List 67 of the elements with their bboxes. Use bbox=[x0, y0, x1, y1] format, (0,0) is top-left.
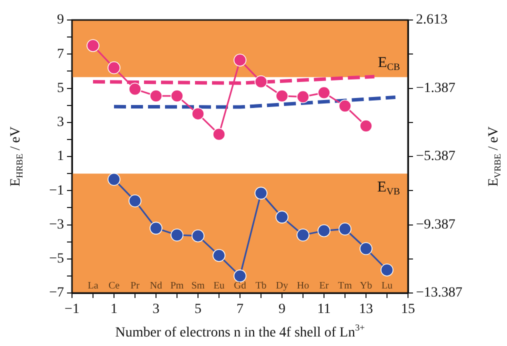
annotation: Pr bbox=[130, 280, 140, 292]
annotation: Sm bbox=[191, 280, 205, 292]
point bbox=[338, 222, 352, 236]
point bbox=[150, 222, 162, 235]
y-tick-label: −7 bbox=[49, 286, 64, 301]
y-tick-label: 1 bbox=[57, 149, 64, 164]
point bbox=[86, 39, 100, 52]
annotation: Eu bbox=[213, 280, 225, 292]
x-tick-label: 5 bbox=[194, 302, 202, 318]
annotation: Nd bbox=[150, 280, 162, 292]
y2-tick-label: −1.387 bbox=[416, 80, 456, 96]
y-tick-label: −5 bbox=[49, 252, 64, 267]
point bbox=[318, 224, 330, 238]
point bbox=[192, 229, 204, 242]
point bbox=[128, 82, 142, 96]
point bbox=[170, 90, 184, 102]
y-tick-label: 7 bbox=[57, 46, 64, 62]
point bbox=[234, 270, 246, 282]
point bbox=[296, 90, 310, 104]
point bbox=[254, 186, 268, 200]
annotation: Yb bbox=[360, 280, 372, 292]
y2-tick-label: −13.387 bbox=[416, 286, 462, 301]
x-tick-label: 1 bbox=[110, 302, 118, 318]
x-tick-label: 11 bbox=[317, 302, 331, 318]
point bbox=[338, 100, 352, 112]
annotation: La bbox=[88, 280, 99, 292]
y2-tick-label: −9.387 bbox=[416, 217, 456, 232]
point bbox=[296, 228, 310, 242]
y-tick-label: 5 bbox=[57, 80, 64, 96]
annotation: Dy bbox=[276, 280, 288, 292]
y-tick-label: −1 bbox=[49, 183, 64, 198]
point bbox=[380, 264, 394, 276]
point bbox=[150, 90, 162, 102]
y2-axis-title: EVRBE / eV bbox=[486, 126, 503, 187]
x-tick-label: 15 bbox=[401, 302, 415, 318]
y-tick-label: 3 bbox=[57, 115, 64, 130]
point bbox=[170, 228, 184, 242]
annotation: Ce bbox=[108, 280, 120, 292]
annotation: Tb bbox=[255, 280, 267, 292]
x-tick-label: 13 bbox=[359, 302, 373, 318]
point bbox=[234, 54, 246, 66]
point bbox=[108, 172, 120, 186]
annotation: Ho bbox=[296, 280, 310, 292]
point bbox=[212, 128, 226, 141]
point bbox=[276, 210, 288, 224]
point bbox=[212, 249, 226, 262]
x-tick-label: 7 bbox=[236, 302, 244, 318]
point bbox=[276, 90, 288, 102]
y-axis-title: EHRBE / eV bbox=[8, 126, 25, 187]
annotation: Gd bbox=[234, 280, 246, 292]
point bbox=[360, 120, 372, 132]
x-tick-label: 3 bbox=[152, 302, 160, 318]
point bbox=[192, 107, 204, 120]
y2-tick-label: 2.613 bbox=[416, 12, 448, 28]
point bbox=[318, 86, 330, 100]
point bbox=[128, 194, 142, 208]
annotation: Pm bbox=[170, 280, 184, 292]
point bbox=[254, 75, 268, 88]
y-tick-label: 9 bbox=[57, 12, 64, 28]
x-tick-label: 9 bbox=[278, 302, 286, 318]
point bbox=[360, 242, 372, 256]
y2-tick-label: −5.387 bbox=[416, 149, 456, 164]
y-tick-label: −3 bbox=[49, 217, 64, 232]
annotation: Lu bbox=[381, 280, 393, 292]
point bbox=[108, 61, 120, 74]
annotation: Er bbox=[319, 280, 330, 292]
annotation: Tm bbox=[338, 280, 352, 292]
